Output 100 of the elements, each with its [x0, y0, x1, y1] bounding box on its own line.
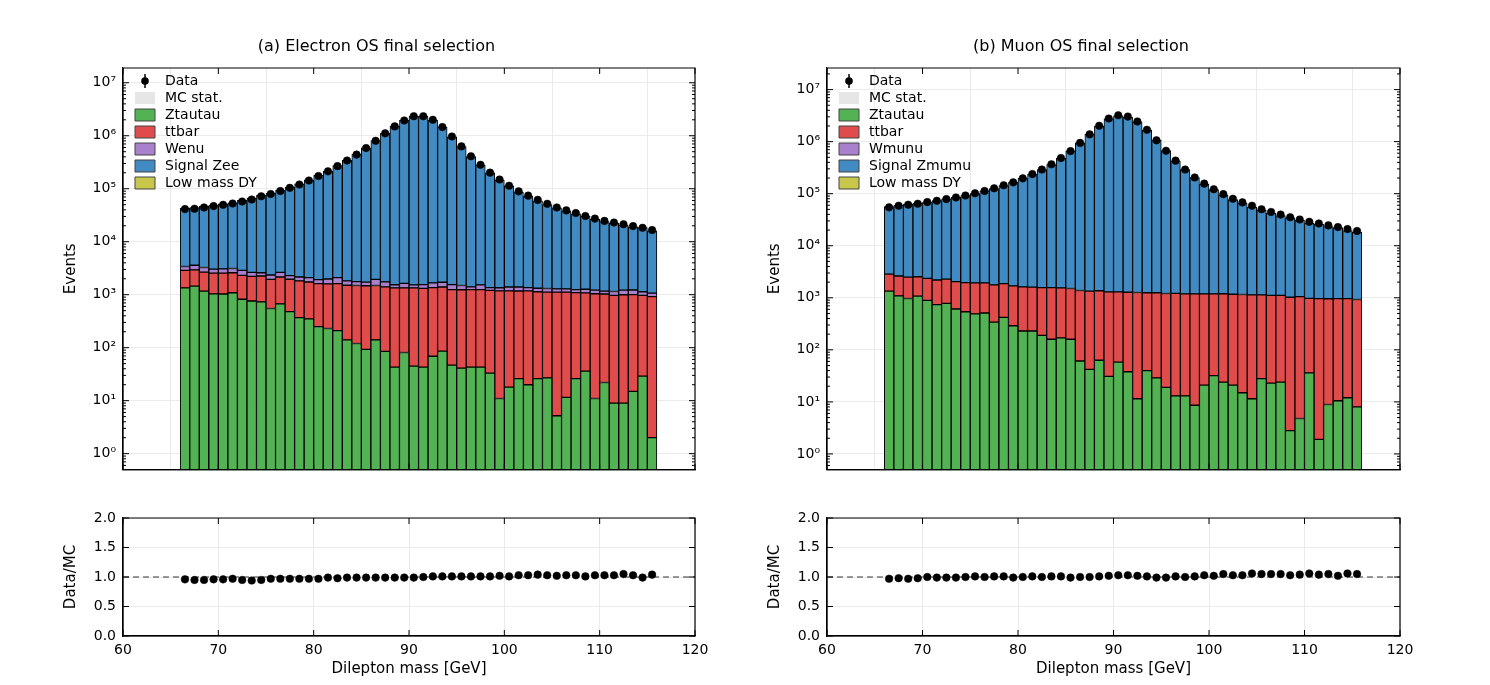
- point: [505, 181, 514, 190]
- point: [1009, 178, 1018, 187]
- y-tick-label: 1.0: [797, 567, 820, 584]
- y-tick-label: 0.0: [93, 626, 116, 643]
- point: [638, 223, 647, 232]
- point: [314, 171, 323, 181]
- point: [990, 184, 999, 193]
- y-tick-label: 10⁶: [92, 126, 117, 143]
- point: [190, 204, 199, 213]
- x-tick-label: 90: [1104, 641, 1123, 658]
- point: [1161, 146, 1171, 155]
- point: [961, 191, 970, 200]
- y-tick-label: 0.0: [797, 626, 820, 643]
- point: [352, 150, 361, 159]
- point: [1228, 194, 1237, 203]
- legend-label: Signal Zmumu: [869, 156, 972, 173]
- point: [466, 152, 476, 161]
- point: [970, 189, 980, 198]
- x-tick-label: 70: [209, 641, 228, 658]
- point: [409, 112, 418, 121]
- point: [1314, 219, 1323, 228]
- y-axis-title: Events: [60, 243, 79, 295]
- point: [438, 122, 447, 132]
- point: [571, 208, 580, 218]
- point: [514, 187, 523, 196]
- point: [581, 211, 590, 221]
- legend-label: MC stat.: [869, 88, 927, 105]
- point: [257, 192, 266, 201]
- point: [1352, 226, 1362, 236]
- point: [1028, 170, 1037, 179]
- point: [276, 186, 285, 196]
- point: [1056, 154, 1066, 163]
- point: [1066, 147, 1075, 156]
- x-tick-label: 120: [681, 641, 709, 658]
- x-axis-title: Dilepton mass [GeV]: [331, 658, 487, 677]
- point: [904, 200, 913, 209]
- point: [419, 112, 428, 121]
- point: [1324, 221, 1333, 230]
- point: [885, 203, 894, 212]
- point: [628, 222, 638, 231]
- y-tick-label: 1.5: [797, 538, 820, 555]
- y-tick-label: 10⁶: [796, 132, 821, 149]
- point: [600, 216, 609, 225]
- point: [1257, 205, 1266, 214]
- x-tick-label: 100: [1195, 641, 1223, 658]
- x-tick-label: 60: [114, 641, 132, 658]
- point: [923, 198, 932, 207]
- y-tick-label: 0.5: [797, 597, 820, 614]
- point: [524, 191, 533, 200]
- point: [1085, 130, 1094, 139]
- legend-label: ttbar: [165, 122, 200, 139]
- point: [447, 132, 456, 141]
- x-tick-label: 70: [913, 641, 932, 658]
- point: [1209, 185, 1218, 194]
- point: [1295, 215, 1304, 224]
- point: [1104, 114, 1113, 123]
- point: [1343, 225, 1352, 234]
- x-tick-label: 110: [1291, 641, 1318, 658]
- legend-label: Wmunu: [869, 139, 924, 156]
- legend-label: Wenu: [165, 139, 205, 156]
- point: [342, 156, 352, 165]
- x-tick-label: 80: [1009, 641, 1027, 658]
- legend-label: MC stat.: [165, 88, 223, 105]
- point: [1171, 156, 1180, 165]
- point: [266, 189, 275, 199]
- point: [371, 136, 380, 145]
- x-axis-title: Dilepton mass [GeV]: [1036, 658, 1191, 677]
- y-tick-label: 10⁰: [92, 444, 117, 461]
- y-tick-label: 0.5: [93, 597, 116, 614]
- x-tick-label: 100: [490, 641, 518, 658]
- point: [619, 220, 628, 229]
- point: [1123, 112, 1132, 121]
- point: [209, 202, 218, 211]
- point: [228, 199, 237, 208]
- point: [390, 122, 399, 131]
- chart-title: (b) Muon OS final selection: [973, 35, 1189, 55]
- y-axis-title: Data/MC: [764, 544, 783, 610]
- point: [552, 203, 561, 212]
- point: [1286, 213, 1295, 222]
- point: [1076, 138, 1085, 147]
- point: [1047, 160, 1056, 169]
- point: [951, 193, 960, 202]
- point: [590, 214, 599, 223]
- point: [323, 167, 333, 176]
- legend-label: Data: [165, 71, 199, 88]
- legend-label: ttbar: [869, 122, 904, 139]
- y-axis-title: Data/MC: [60, 544, 79, 610]
- point: [562, 206, 571, 215]
- point: [1219, 190, 1228, 199]
- y-tick-label: 10⁷: [796, 80, 820, 97]
- y-tick-label: 10³: [796, 288, 820, 305]
- legend-label: Low mass DY: [869, 173, 962, 190]
- y-tick-label: 10⁴: [796, 236, 821, 253]
- legend-label: Low mass DY: [165, 173, 258, 190]
- y-tick-label: 10²: [796, 340, 820, 357]
- point: [1267, 207, 1276, 216]
- point: [1037, 165, 1046, 174]
- y-tick-label: 10¹: [92, 391, 116, 408]
- point: [247, 195, 256, 204]
- point: [1333, 223, 1342, 232]
